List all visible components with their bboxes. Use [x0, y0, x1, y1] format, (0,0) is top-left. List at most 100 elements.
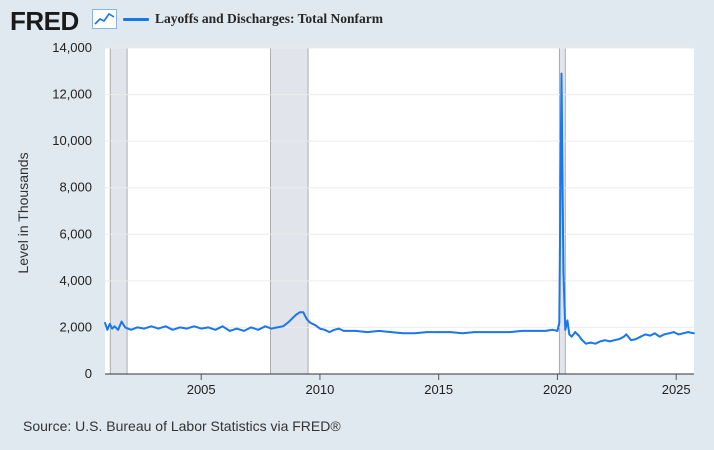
data-point [653, 332, 656, 335]
data-point [497, 331, 499, 333]
data-point [106, 328, 109, 331]
data-point [150, 325, 153, 328]
data-point [111, 327, 114, 330]
data-point [390, 331, 393, 333]
recession-band [270, 48, 309, 374]
x-tick-label: 2020 [543, 382, 572, 397]
data-point [108, 323, 111, 325]
data-point [164, 325, 167, 328]
data-point [250, 326, 252, 329]
data-point [402, 332, 404, 335]
data-point [644, 333, 647, 336]
data-point [551, 328, 554, 331]
data-point [276, 326, 279, 329]
data-point [130, 328, 133, 331]
data-point [288, 320, 290, 323]
data-point [594, 342, 597, 345]
data-point [682, 332, 685, 335]
data-point [291, 317, 294, 320]
y-tick-label: 2,000 [59, 319, 92, 334]
data-point [221, 325, 224, 328]
data-point [693, 332, 695, 335]
x-tick-label: 2005 [187, 382, 216, 397]
data-point [485, 331, 488, 333]
data-point [414, 332, 416, 335]
y-tick-label: 14,000 [52, 40, 92, 55]
data-point [634, 338, 637, 340]
x-tick-label: 2015 [424, 382, 453, 397]
data-point [639, 335, 642, 338]
data-point [532, 330, 535, 332]
data-point [264, 325, 267, 328]
data-point [136, 326, 138, 329]
data-point [314, 324, 317, 326]
recession-band [110, 48, 128, 374]
data-point [425, 331, 428, 333]
y-tick-label: 4,000 [59, 273, 92, 288]
data-point [186, 327, 188, 330]
data-point [323, 328, 326, 331]
data-point [585, 342, 587, 345]
data-point [295, 313, 298, 316]
y-tick-label: 12,000 [52, 87, 92, 102]
data-point [558, 321, 561, 324]
data-point [568, 333, 571, 336]
data-point [574, 331, 577, 333]
data-point [214, 328, 217, 331]
data-point [104, 321, 106, 324]
y-tick-label: 10,000 [52, 133, 92, 148]
data-point [282, 325, 285, 328]
y-tick-label: 0 [85, 366, 92, 381]
data-point [544, 330, 547, 332]
data-point [120, 320, 123, 323]
data-point [570, 335, 573, 338]
data-point [677, 333, 680, 336]
data-point [509, 331, 511, 333]
data-point [319, 327, 321, 330]
data-point [207, 326, 210, 329]
data-point [243, 330, 245, 332]
data-point [604, 339, 606, 342]
source-note: Source: U.S. Bureau of Labor Statistics … [23, 418, 341, 434]
data-point [309, 321, 312, 324]
data-point [625, 333, 628, 336]
data-point [228, 330, 231, 332]
plot-background [105, 48, 694, 374]
data-point [668, 332, 670, 335]
data-point [235, 327, 238, 330]
data-point [658, 335, 661, 338]
data-point [580, 338, 583, 340]
data-point [342, 330, 345, 332]
data-point [663, 333, 666, 336]
y-tick-label: 6,000 [59, 226, 92, 241]
data-point [672, 331, 675, 333]
data-point [564, 328, 567, 331]
data-point [200, 327, 203, 330]
legend-swatch [123, 18, 149, 21]
data-point [171, 328, 174, 331]
data-point [599, 340, 602, 343]
data-point [473, 331, 476, 333]
data-point [305, 318, 308, 321]
data-point [589, 341, 592, 344]
data-point [178, 326, 181, 329]
data-point [562, 270, 565, 273]
data-point [608, 340, 611, 343]
data-point [270, 327, 273, 330]
data-point [298, 311, 301, 314]
data-point [437, 331, 440, 333]
data-point [630, 339, 632, 342]
data-point [566, 319, 569, 322]
data-point [378, 330, 381, 332]
line-chart-icon [92, 9, 117, 29]
data-point [113, 325, 116, 328]
data-point [449, 331, 452, 333]
data-point [649, 334, 651, 337]
data-point [556, 330, 559, 332]
y-tick-label: 8,000 [59, 180, 92, 195]
data-point [193, 325, 195, 328]
data-point [618, 338, 621, 340]
fred-logo[interactable]: FRED [10, 6, 79, 36]
data-point [124, 326, 127, 329]
